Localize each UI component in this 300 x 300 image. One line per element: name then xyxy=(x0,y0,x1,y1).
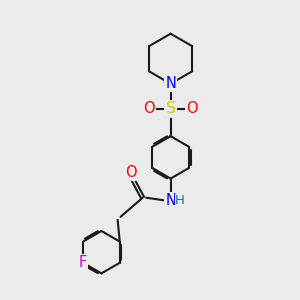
Text: O: O xyxy=(125,165,137,180)
Text: N: N xyxy=(165,76,176,91)
Text: O: O xyxy=(186,101,198,116)
Text: N: N xyxy=(165,193,176,208)
Text: H: H xyxy=(175,194,185,207)
Text: S: S xyxy=(166,101,176,116)
Text: O: O xyxy=(144,101,155,116)
Text: F: F xyxy=(79,255,87,270)
